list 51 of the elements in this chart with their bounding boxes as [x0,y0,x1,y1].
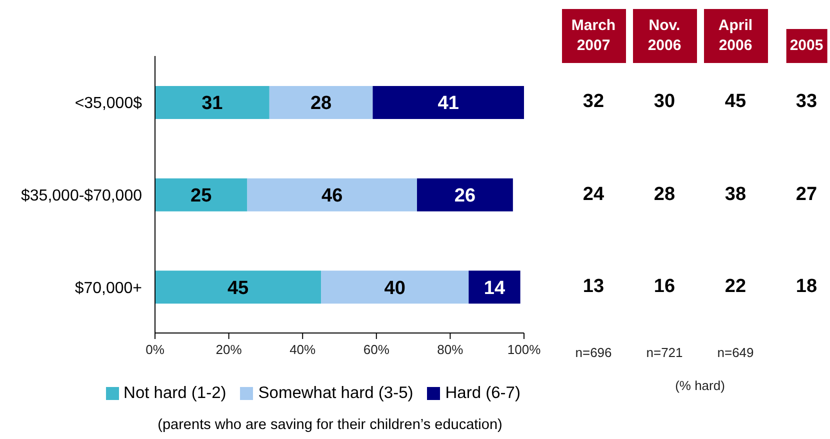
legend-label: Not hard (1-2) [124,384,226,403]
bar [416,178,513,212]
data-label: 32 [582,91,604,114]
data-label: 28 [654,184,676,206]
data-label: 31 [202,93,224,114]
text: n=696 [575,345,612,360]
legend-label: Hard (6-7) [445,384,520,403]
x-tick-label: 0% [146,342,165,358]
text: n=649 [717,345,754,360]
bar [372,86,524,119]
y-tick-label: <35,000$ [74,95,142,112]
data-label: 45 [724,91,746,114]
data-label: 45 [227,278,250,299]
data-label: 41 [438,93,460,114]
data-label: 18 [796,276,818,298]
data-label: 30 [654,91,676,114]
bar [468,270,520,304]
y-tick-label: $35,000-$70,000 [21,188,142,204]
data-label: 14 [484,278,506,299]
data-label: 26 [454,186,476,207]
data-label: 40 [384,278,406,299]
category-label: March 2007 [562,9,626,63]
bar [321,270,469,304]
bar [269,86,373,119]
data-label: 13 [582,276,604,298]
x-tick-label: 80% [437,342,464,358]
data-label: 25 [190,186,212,207]
data-label: 16 [654,276,676,298]
category-label: 2005 [786,29,828,63]
bar [155,178,248,212]
text: (parents who are saving for their children’s education) [158,417,502,433]
x-tick-label: 60% [363,342,390,358]
x-tick-label: 100% [507,342,542,358]
category-label: Nov. 2006 [632,9,696,63]
x-tick-label: 20% [216,342,242,358]
y-tick-label: $70,000+ [74,280,142,297]
x-tick-label: 40% [290,342,316,358]
legend-label: Somewhat hard (3-5) [258,384,414,403]
data-label: 46 [322,186,343,207]
data-label: 28 [310,93,332,114]
data-label: 27 [796,184,818,206]
text: (% hard) [675,378,725,393]
bar [155,86,270,119]
data-label: 33 [796,91,818,114]
data-label: 38 [724,184,746,206]
bar [155,270,322,304]
bar [247,178,417,212]
text: n=721 [646,345,683,360]
category-label: April 2006 [704,9,768,63]
data-label: 24 [582,184,604,206]
data-label: 22 [724,276,746,298]
